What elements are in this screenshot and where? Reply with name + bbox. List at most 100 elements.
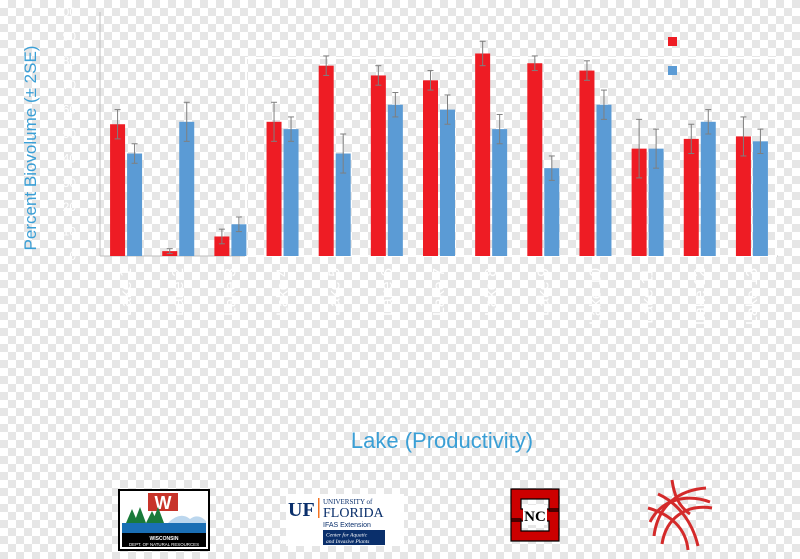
svg-text:and Invasive Plants: and Invasive Plants <box>326 539 369 545</box>
y-tick-label: 30 <box>63 176 77 190</box>
y-tick-label: 40 <box>63 151 77 165</box>
error-bar-series-2-11 <box>653 128 660 169</box>
error-bar-series-1-8 <box>479 40 486 67</box>
error-bar-series-1-12 <box>688 123 695 155</box>
error-bar-series-1-2 <box>166 248 173 255</box>
error-bar-series-2-8 <box>496 113 503 145</box>
bar-series-2-9 <box>544 168 560 256</box>
inner-panel-outline <box>245 57 777 257</box>
error-bar-series-1-11 <box>636 118 643 179</box>
bar-series-1-6 <box>370 75 386 256</box>
error-bar-series-2-10 <box>600 89 607 120</box>
y-tick-label: 100 <box>56 5 76 19</box>
svg-text:NC: NC <box>524 509 546 525</box>
legend-swatch-series-2 <box>668 66 677 75</box>
bar-series-2-5 <box>335 153 351 256</box>
bar-series-2-3 <box>231 224 247 256</box>
svg-text:FLORIDA: FLORIDA <box>323 506 385 521</box>
bar-series-2-11 <box>648 148 664 256</box>
category-labels: Lake 1 Lake 2 Lake 3 Lake 4 Lake 5 Lake 6 Lake… <box>118 268 761 325</box>
chart-frame <box>99 12 778 257</box>
svg-text:Center for Aquatic: Center for Aquatic <box>326 532 368 539</box>
category-label-5: Lake 5 <box>327 268 344 316</box>
error-bar-series-1-9 <box>531 55 538 72</box>
category-label-4: Lake 4 <box>275 268 292 316</box>
error-bar-series-1-6 <box>375 65 382 86</box>
bar-series-2-6 <box>387 104 403 256</box>
bar-series-2-1 <box>127 153 143 256</box>
legend-swatch-series-1 <box>668 37 677 46</box>
legend <box>668 37 677 75</box>
error-bar-series-2-2 <box>183 101 190 142</box>
error-bar-series-1-1 <box>114 109 121 140</box>
y-tick-label: 0 <box>69 249 76 263</box>
svg-text:UNIVERSITY of: UNIVERSITY of <box>323 498 373 506</box>
bar-series <box>110 40 768 257</box>
svg-text:WISCONSIN: WISCONSIN <box>150 536 179 542</box>
category-label-3: Lake 3 <box>222 268 239 316</box>
category-label-7: Lake 7 <box>431 268 448 316</box>
bar-series-2-4 <box>283 129 299 256</box>
error-bar-series-2-13 <box>757 128 764 155</box>
bar-series-1-12 <box>683 138 699 256</box>
bar-series-1-13 <box>735 136 751 256</box>
category-label-2: Lake 2 <box>170 268 187 316</box>
bar-series-2-8 <box>492 129 508 256</box>
x-axis-label: Lake (Productivity) <box>351 428 533 453</box>
error-bar-series-2-4 <box>288 116 295 142</box>
error-bar-series-2-3 <box>235 216 242 233</box>
bar-series-1-9 <box>527 63 543 256</box>
svg-text:UF: UF <box>288 499 315 521</box>
bar-series-1-1 <box>110 124 126 257</box>
svg-text:W: W <box>155 493 172 513</box>
uf-ifas-logo: UF UNIVERSITY of FLORIDA IFAS Extension … <box>286 494 404 546</box>
wisconsin-dnr-logo: W WISCONSIN DEPT. OF NATURAL RESOURCES <box>118 489 210 551</box>
category-label-6: Lake 6 <box>379 268 396 316</box>
y-axis-ticks: 0 10 20 30 40 50 60 70 80 90 100 <box>56 5 76 263</box>
category-label-13: Lake 13 <box>744 268 761 325</box>
y-tick-label: 50 <box>63 127 77 141</box>
svg-text:IFAS Extension: IFAS Extension <box>323 522 371 529</box>
category-label-12: Lake 12 <box>692 268 709 325</box>
category-label-10: Lake 10 <box>587 268 604 325</box>
bar-series-2-13 <box>752 141 768 256</box>
error-bar-series-1-13 <box>740 116 747 157</box>
category-label-9: Lake 9 <box>535 268 552 316</box>
bar-series-2-12 <box>700 121 716 256</box>
bar-series-2-7 <box>440 109 455 256</box>
bar-series-1-3 <box>214 236 230 256</box>
y-tick-label: 80 <box>63 54 77 68</box>
error-bar-series-1-10 <box>583 60 590 81</box>
bar-series-1-8 <box>475 53 491 257</box>
bar-series-1-4 <box>266 121 282 256</box>
error-bar-series-1-3 <box>218 228 225 245</box>
y-tick-label: 20 <box>63 200 77 214</box>
error-bar-series-2-5 <box>340 133 347 174</box>
y-tick-label: 60 <box>63 103 77 117</box>
error-bar-series-1-4 <box>271 101 278 142</box>
y-tick-label: 90 <box>63 29 77 43</box>
y-axis-label: Percent Biovolume (± 2SE) <box>21 46 40 251</box>
error-bar-series-1-5 <box>323 55 330 76</box>
error-bar-series-2-9 <box>548 155 555 181</box>
error-bar-series-1-7 <box>427 70 434 91</box>
svg-text:DEPT. OF NATURAL RESOURCES: DEPT. OF NATURAL RESOURCES <box>129 542 199 547</box>
error-bar-series-2-7 <box>444 94 451 125</box>
error-bar-series-2-1 <box>131 143 138 164</box>
y-tick-label: 70 <box>63 78 77 92</box>
bar-series-1-5 <box>318 65 334 257</box>
swirl-logo <box>647 479 713 551</box>
y-tick-label: 10 <box>63 225 77 239</box>
nc-state-logo: NC <box>510 488 560 542</box>
bar-series-2-2 <box>179 121 195 256</box>
error-bar-series-2-12 <box>705 109 712 135</box>
bar-series-1-11 <box>631 148 647 256</box>
category-label-8: Lake 8 <box>483 268 500 316</box>
category-label-1: Lake 1 <box>118 268 135 316</box>
bar-series-1-7 <box>423 80 438 256</box>
bar-series-1-10 <box>579 70 595 256</box>
bar-series-2-10 <box>596 104 612 256</box>
error-bar-series-2-6 <box>392 92 399 118</box>
category-label-11: Lake 11 <box>640 268 657 324</box>
